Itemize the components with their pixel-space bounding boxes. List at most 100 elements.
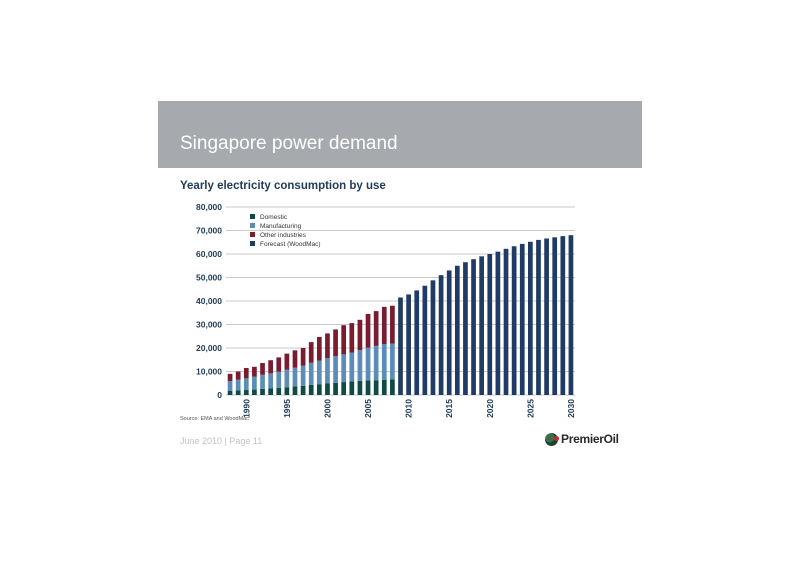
bar-other-industries bbox=[365, 313, 371, 348]
bar-other-industries bbox=[341, 325, 347, 355]
bar-manufacturing bbox=[381, 344, 387, 380]
bar-other-industries bbox=[268, 360, 273, 374]
legend-label: Forecast (WoodMac) bbox=[260, 241, 321, 248]
bar-other-industries bbox=[316, 336, 322, 361]
bar-other-industries bbox=[308, 342, 314, 363]
bar-forecast-woodmac bbox=[422, 285, 428, 395]
bar-other-industries bbox=[390, 305, 395, 344]
bar-other-industries bbox=[227, 373, 233, 382]
bar-domestic bbox=[349, 381, 355, 395]
bar-domestic bbox=[235, 390, 241, 395]
bar-other-industries bbox=[292, 350, 298, 368]
bar-forecast-woodmac bbox=[503, 248, 509, 395]
bar-domestic bbox=[284, 387, 290, 395]
y-tick-label: 20,000 bbox=[196, 343, 222, 353]
x-tick-label: 2030 bbox=[566, 399, 576, 418]
company-logo: PremierOil bbox=[545, 431, 619, 447]
bar-forecast-woodmac bbox=[511, 246, 517, 395]
bar-other-industries bbox=[260, 363, 265, 375]
bar-manufacturing bbox=[276, 371, 282, 388]
bar-manufacturing bbox=[357, 350, 363, 381]
bar-domestic bbox=[365, 380, 371, 395]
bar-forecast-woodmac bbox=[519, 243, 525, 395]
bar-other-industries bbox=[300, 348, 306, 366]
y-tick-label: 10,000 bbox=[196, 367, 222, 377]
bar-forecast-woodmac bbox=[528, 241, 533, 395]
y-tick-label: 70,000 bbox=[196, 226, 222, 236]
bar-manufacturing bbox=[308, 362, 314, 385]
bar-forecast-woodmac bbox=[430, 280, 436, 395]
bar-other-industries bbox=[381, 306, 387, 345]
bar-domestic bbox=[252, 389, 257, 395]
legend-swatch bbox=[250, 232, 255, 237]
bar-manufacturing bbox=[260, 374, 265, 389]
x-tick-label: 2015 bbox=[444, 399, 454, 418]
bar-other-industries bbox=[349, 323, 355, 353]
bar-forecast-woodmac bbox=[568, 235, 574, 395]
x-tick-label: 2010 bbox=[404, 399, 414, 418]
bar-manufacturing bbox=[235, 379, 241, 391]
bar-other-industries bbox=[243, 367, 249, 379]
x-tick-label: 2020 bbox=[485, 399, 495, 418]
bar-domestic bbox=[381, 379, 387, 395]
bar-forecast-woodmac bbox=[471, 259, 476, 395]
x-tick-label: 1990 bbox=[241, 399, 251, 418]
x-tick-label: 2005 bbox=[363, 399, 373, 418]
bar-forecast-woodmac bbox=[398, 297, 403, 395]
legend-label: Manufacturing bbox=[260, 223, 302, 230]
bar-domestic bbox=[268, 388, 273, 395]
bar-domestic bbox=[227, 391, 233, 395]
bar-domestic bbox=[373, 380, 379, 395]
bar-domestic bbox=[292, 386, 298, 395]
bar-forecast-woodmac bbox=[406, 294, 411, 395]
legend-swatch bbox=[250, 241, 255, 246]
bar-other-industries bbox=[373, 311, 379, 346]
y-tick-label: 80,000 bbox=[196, 202, 222, 212]
bar-other-industries bbox=[252, 366, 257, 377]
logo-text: PremierOil bbox=[561, 432, 619, 446]
bar-manufacturing bbox=[341, 354, 347, 383]
bar-domestic bbox=[341, 382, 347, 395]
bar-domestic bbox=[325, 383, 330, 395]
bar-domestic bbox=[333, 382, 338, 395]
x-tick-label: 2025 bbox=[525, 399, 535, 418]
bar-domestic bbox=[276, 387, 282, 395]
bar-forecast-woodmac bbox=[495, 251, 501, 395]
bar-forecast-woodmac bbox=[560, 236, 566, 395]
bar-domestic bbox=[260, 388, 265, 395]
legend-swatch bbox=[250, 223, 255, 228]
bar-manufacturing bbox=[365, 347, 371, 381]
premier-oil-logo-icon bbox=[545, 432, 559, 446]
bar-other-industries bbox=[235, 371, 241, 380]
y-tick-label: 30,000 bbox=[196, 320, 222, 330]
bar-forecast-woodmac bbox=[479, 256, 485, 395]
bar-manufacturing bbox=[243, 378, 249, 391]
y-tick-label: 40,000 bbox=[196, 296, 222, 306]
title-band bbox=[158, 101, 642, 168]
bar-manufacturing bbox=[268, 373, 273, 389]
bar-other-industries bbox=[333, 329, 338, 356]
bar-forecast-woodmac bbox=[544, 238, 549, 395]
bar-manufacturing bbox=[390, 343, 395, 380]
bar-forecast-woodmac bbox=[552, 237, 558, 395]
bar-forecast-woodmac bbox=[446, 270, 452, 395]
bar-domestic bbox=[243, 390, 249, 395]
bar-other-industries bbox=[276, 357, 282, 372]
bar-domestic bbox=[300, 385, 306, 395]
bar-manufacturing bbox=[284, 369, 290, 388]
legend-label: Domestic bbox=[260, 214, 288, 221]
bar-manufacturing bbox=[325, 358, 330, 384]
y-tick-label: 0 bbox=[217, 390, 222, 400]
bar-manufacturing bbox=[333, 355, 338, 383]
bar-manufacturing bbox=[292, 367, 298, 387]
x-tick-label: 1995 bbox=[282, 399, 292, 418]
bar-manufacturing bbox=[316, 360, 322, 385]
y-tick-label: 50,000 bbox=[196, 273, 222, 283]
bar-forecast-woodmac bbox=[414, 290, 420, 395]
x-tick-label: 2000 bbox=[322, 399, 332, 418]
bar-forecast-woodmac bbox=[487, 254, 493, 395]
bar-manufacturing bbox=[227, 381, 233, 392]
bar-other-industries bbox=[325, 333, 330, 359]
bar-forecast-woodmac bbox=[463, 262, 468, 395]
